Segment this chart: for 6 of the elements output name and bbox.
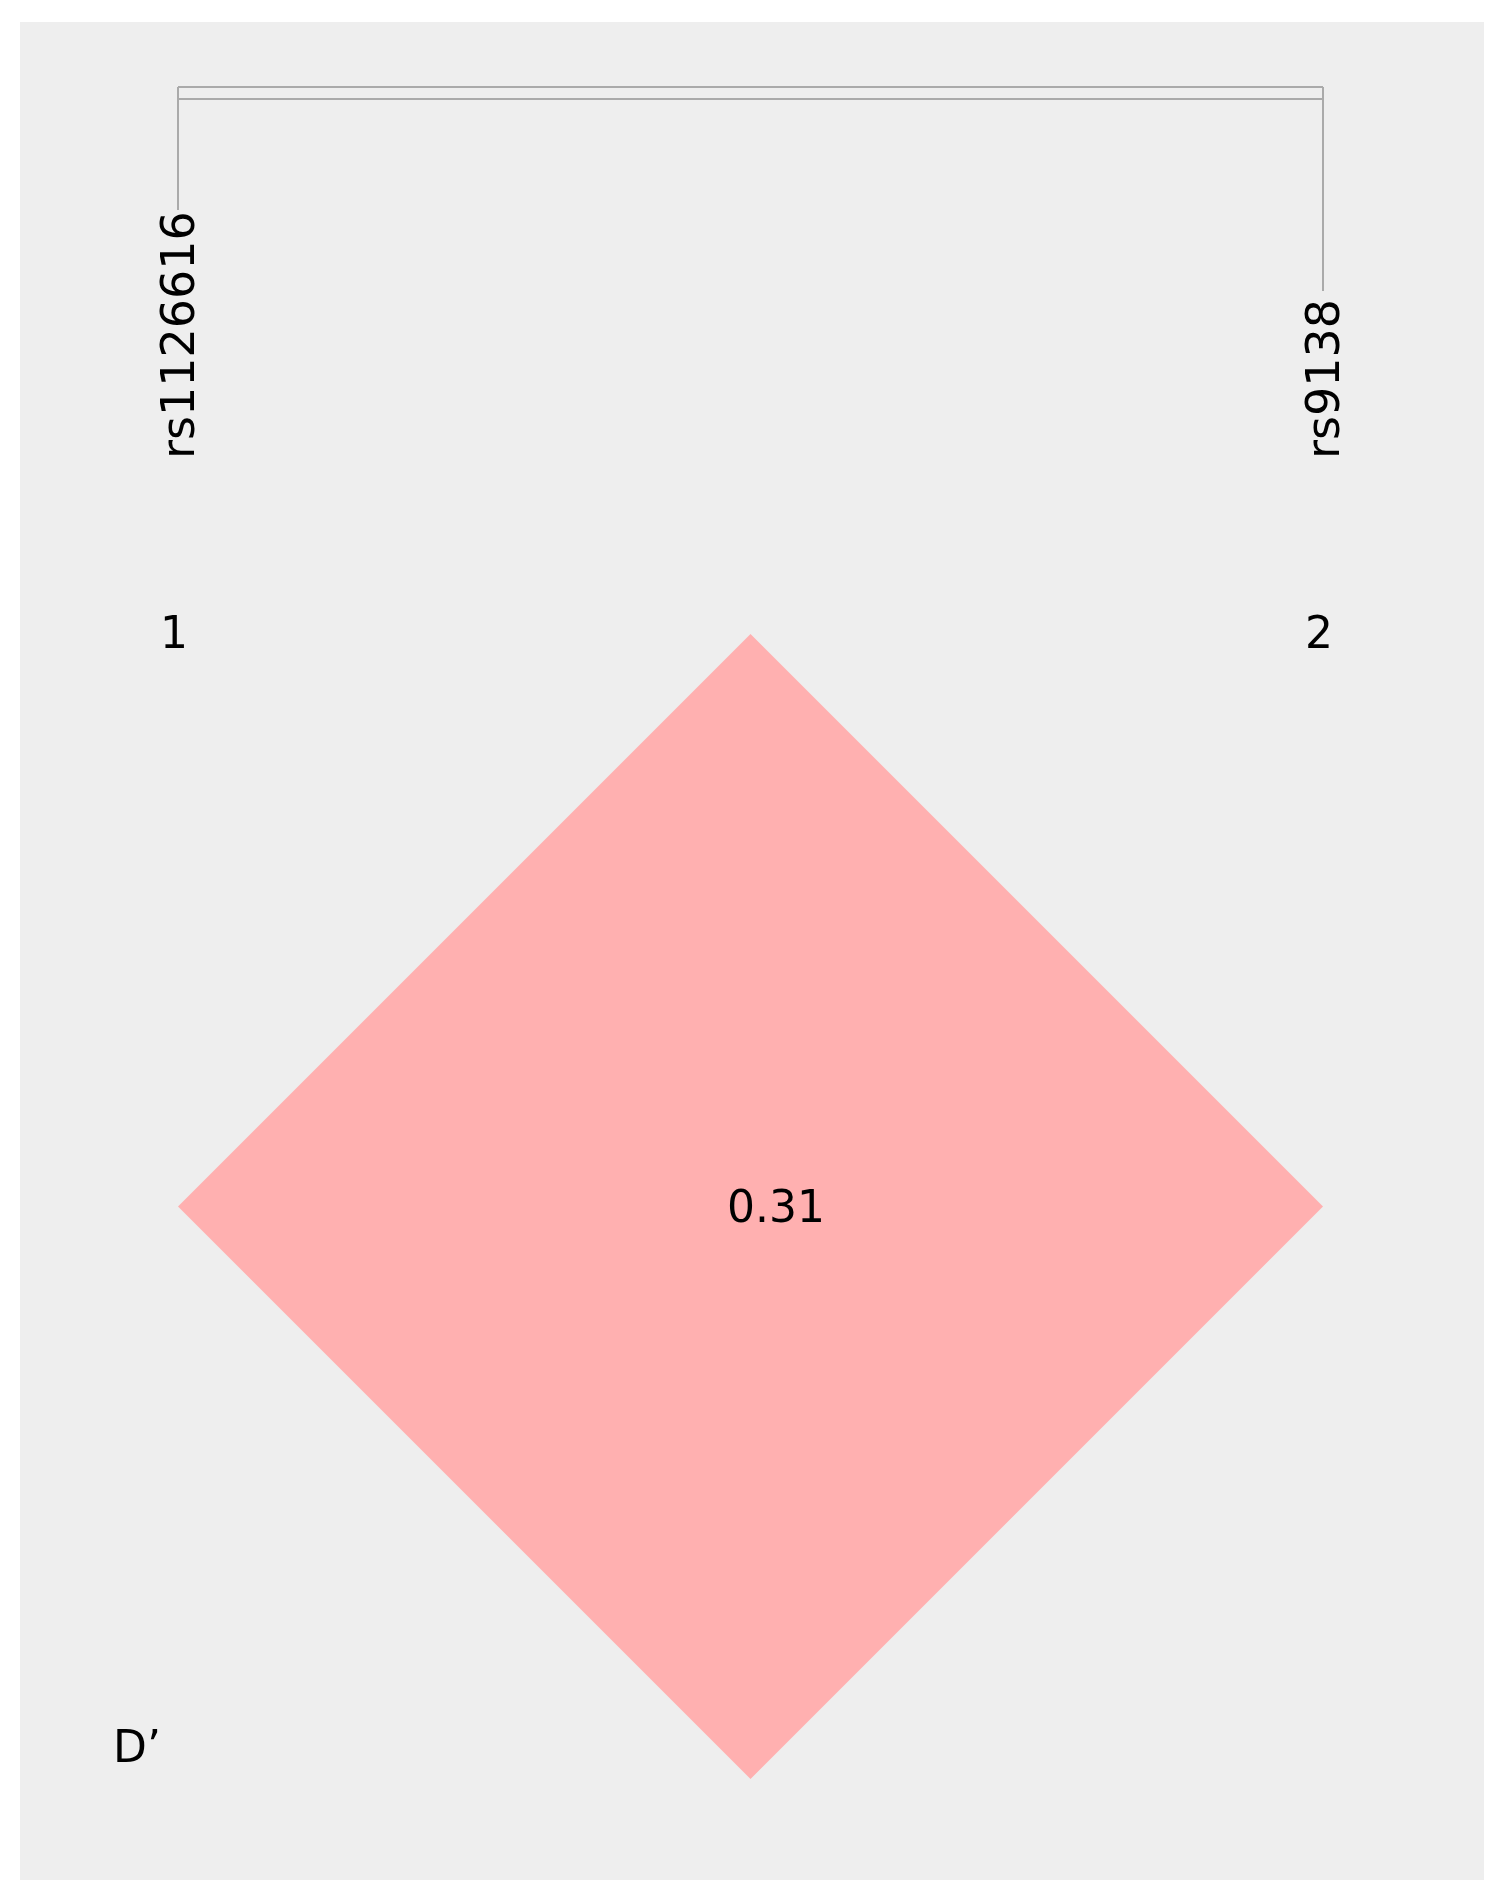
text: rs9138 [1296,299,1350,459]
text: 1 [160,607,188,658]
text: 2 [1305,607,1333,658]
text: D’ [113,1721,161,1772]
data-label: 0.31 [727,1181,825,1232]
text: rs1126616 [151,211,205,459]
